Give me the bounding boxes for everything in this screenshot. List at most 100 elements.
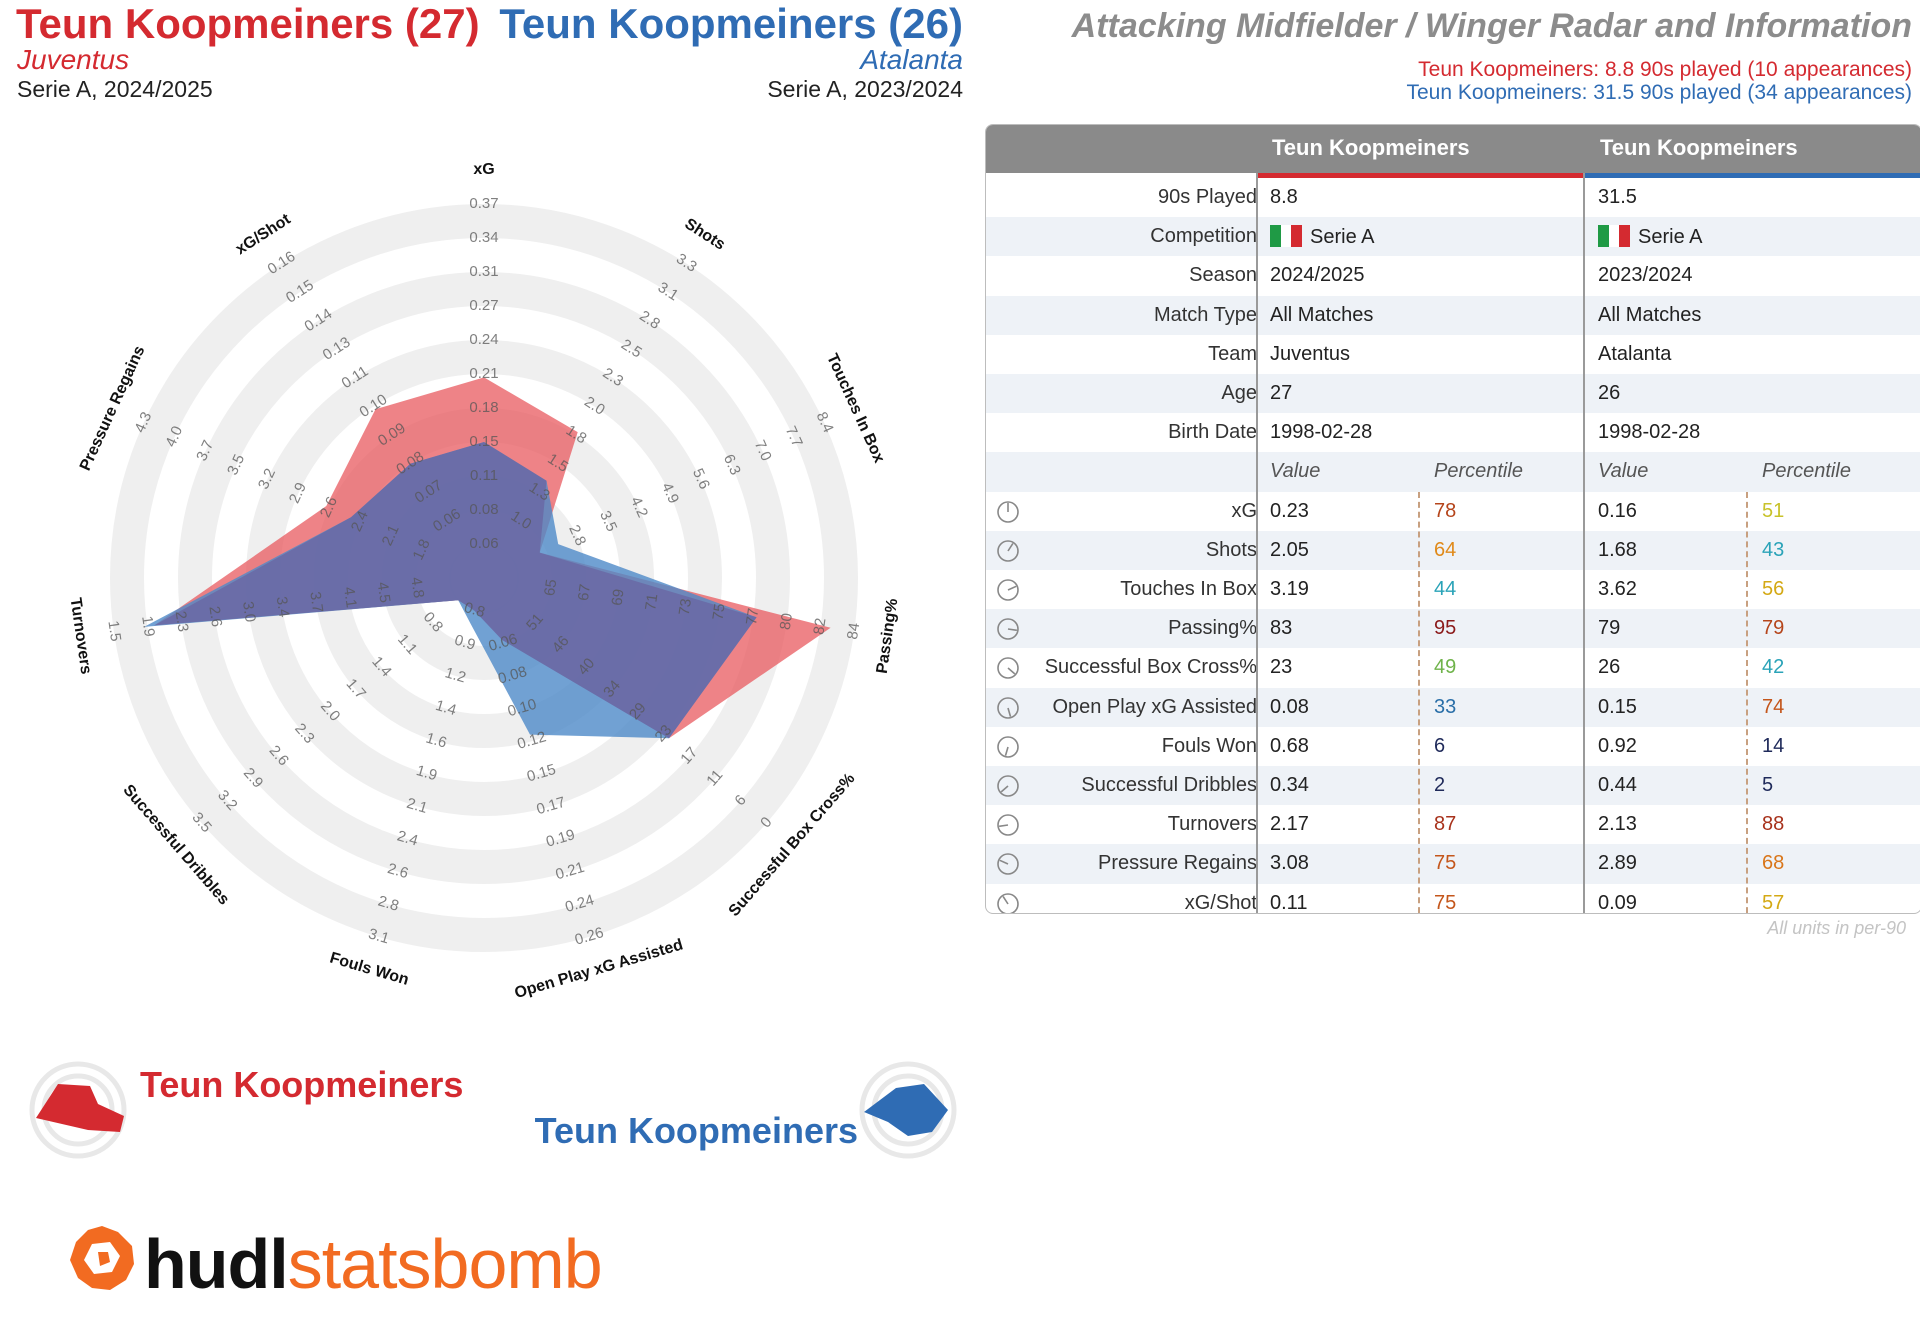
italy-flag-icon xyxy=(1598,225,1630,248)
axis-label: Turnovers xyxy=(67,597,95,676)
axis-tick-label: 0.06 xyxy=(469,535,498,552)
percentile-divider xyxy=(1746,491,1748,913)
table-row: Passing% 83 95 79 79 xyxy=(986,609,1920,649)
logo-text-part1: hudl xyxy=(144,1225,289,1303)
axis-tick-label: 77 xyxy=(743,607,762,626)
table-row: Pressure Regains 3.08 75 2.89 68 xyxy=(986,844,1920,884)
metric-dial-icon xyxy=(997,657,1019,680)
table-row: Shots 2.05 64 1.68 43 xyxy=(986,530,1920,570)
player1-team: Juventus xyxy=(17,44,130,75)
axis-tick-label: 0.21 xyxy=(469,365,498,382)
axis-tick-label: 2.8 xyxy=(376,893,401,915)
player2-metric-value: 1.68 xyxy=(1598,538,1637,561)
player1-minutes-note: Teun Koopmeiners: 8.8 90s played (10 app… xyxy=(1418,58,1912,81)
metric-label: Pressure Regains xyxy=(1098,852,1257,875)
column-divider xyxy=(1583,173,1585,913)
player2-info-value: 26 xyxy=(1598,382,1621,404)
player2-metric-percentile: 88 xyxy=(1762,813,1785,836)
metric-dial-icon xyxy=(997,696,1019,719)
player2-info-value: Serie A xyxy=(1598,225,1702,249)
player2-team: Atalanta xyxy=(860,44,963,75)
player2-metric-percentile: 51 xyxy=(1762,499,1785,522)
table-row: Open Play xG Assisted 0.08 33 0.15 74 xyxy=(986,687,1920,727)
info-label: Season xyxy=(1189,264,1257,287)
logo-text-part2: statsbomb xyxy=(287,1225,603,1303)
axis-tick-label: 0.24 xyxy=(469,331,498,348)
info-table: Teun Koopmeiners Teun Koopmeiners 90s Pl… xyxy=(985,124,1920,914)
player1-info-value: All Matches xyxy=(1270,303,1374,326)
axis-tick-label: 0.15 xyxy=(469,433,498,450)
competition-text: Serie A xyxy=(1310,226,1375,249)
player1-legend-label: Teun Koopmeiners xyxy=(140,1064,464,1105)
player2-metric-percentile: 5 xyxy=(1762,774,1774,796)
table-row: Team Juventus Atalanta xyxy=(986,335,1920,374)
value-subheader: Value xyxy=(1598,460,1649,483)
axis-tick-label: 2.3 xyxy=(172,610,192,633)
axis-tick-label: 0.18 xyxy=(469,399,498,416)
player2-legend-icon xyxy=(859,1061,957,1159)
axis-tick-label: 0.9 xyxy=(453,632,478,654)
player1-metric-percentile: 6 xyxy=(1434,734,1446,757)
units-note: All units in per-90 xyxy=(1767,918,1906,938)
player1-info-value: 2024/2025 xyxy=(1270,264,1365,287)
player2-metric-value: 0.09 xyxy=(1598,891,1637,914)
statsbomb-logo: hudlstatsbomb xyxy=(66,1222,603,1303)
player2-info-value: 1998-02-28 xyxy=(1598,421,1701,444)
info-label: Team xyxy=(1208,342,1257,365)
radar-ring xyxy=(178,272,790,884)
player1-metric-percentile: 75 xyxy=(1434,891,1457,914)
table-row: Successful Box Cross% 23 49 26 42 xyxy=(986,648,1920,687)
table-header: Teun Koopmeiners Teun Koopmeiners xyxy=(986,125,1920,173)
table-row: xG 0.23 78 0.16 51 xyxy=(986,492,1920,531)
axis-tick-label: 65 xyxy=(541,578,560,597)
metric-dial-icon xyxy=(997,853,1019,876)
info-label: Age xyxy=(1221,382,1257,404)
metric-label: Fouls Won xyxy=(1161,734,1257,757)
axis-tick-label: 0.08 xyxy=(469,501,498,518)
table-row: Touches In Box 3.19 44 3.62 56 xyxy=(986,570,1920,609)
info-label: Match Type xyxy=(1153,303,1257,326)
player2-metric-percentile: 42 xyxy=(1762,656,1785,679)
player1-metric-value: 3.19 xyxy=(1270,578,1309,600)
player2-metric-value: 2.13 xyxy=(1598,813,1637,836)
player2-metric-percentile: 74 xyxy=(1762,695,1785,718)
statsbomb-logo-text: hudlstatsbomb xyxy=(144,1224,603,1304)
percentile-divider xyxy=(1418,491,1420,913)
axis-tick-label: 84 xyxy=(844,622,863,641)
axis-tick-label: 71 xyxy=(642,593,661,612)
player2-metric-percentile: 43 xyxy=(1762,538,1785,561)
table-row: Season 2024/2025 2023/2024 xyxy=(986,256,1920,295)
axis-tick-label: 4.5 xyxy=(374,581,394,604)
axis-tick-label: 1.9 xyxy=(138,615,158,638)
player1-metric-value: 83 xyxy=(1270,617,1293,640)
axis-tick-label: 2.6 xyxy=(205,605,225,628)
radar-overlap-area xyxy=(154,442,757,739)
metric-label: Successful Box Cross% xyxy=(1044,656,1257,679)
player2-metric-value: 79 xyxy=(1598,617,1621,640)
statsbomb-logo-icon xyxy=(70,1226,134,1290)
player1-metric-value: 3.08 xyxy=(1270,852,1309,875)
percentile-subheader: Percentile xyxy=(1434,460,1523,483)
axis-tick-label: 0.34 xyxy=(469,229,498,246)
axis-tick-label: 75 xyxy=(709,602,728,621)
player1-metric-percentile: 64 xyxy=(1434,538,1457,561)
metric-dial-icon xyxy=(997,618,1019,640)
metric-label: Shots xyxy=(1205,538,1257,561)
axis-tick-label: 1.9 xyxy=(414,762,439,784)
table-row: Age 27 26 xyxy=(986,374,1920,414)
axis-tick-label: 2.1 xyxy=(405,795,430,817)
axis-tick-label: 2.4 xyxy=(395,827,420,849)
player2-metric-value: 0.92 xyxy=(1598,734,1637,757)
axis-tick-label: 3.0 xyxy=(239,600,259,623)
axis-tick-label: 1.2 xyxy=(443,664,468,686)
player2-info-value: Atalanta xyxy=(1598,342,1672,365)
player1-metric-percentile: 33 xyxy=(1434,695,1457,718)
metric-dial-icon xyxy=(997,579,1019,601)
player2-metric-value: 2.89 xyxy=(1598,852,1637,875)
player2-metric-percentile: 14 xyxy=(1762,734,1785,757)
table-row: Successful Dribbles 0.34 2 0.44 5 xyxy=(986,766,1920,806)
table-row: Fouls Won 0.68 6 0.92 14 xyxy=(986,727,1920,766)
player1-metric-value: 0.23 xyxy=(1270,499,1309,522)
player1-metric-value: 2.05 xyxy=(1270,538,1309,561)
metric-label: Passing% xyxy=(1168,617,1257,640)
